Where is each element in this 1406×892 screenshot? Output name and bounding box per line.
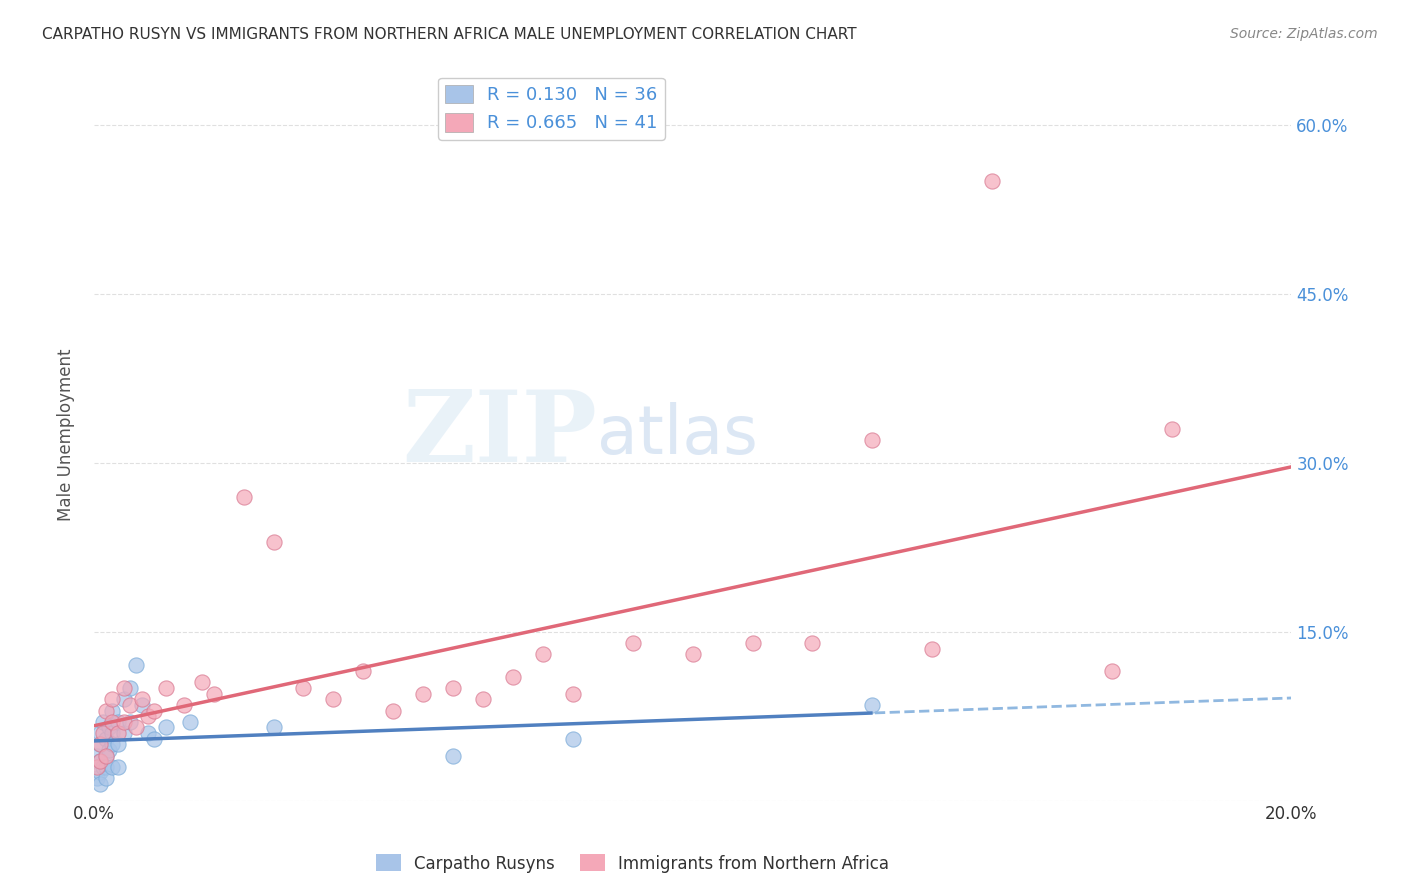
Point	[682, 647, 704, 661]
Point	[232, 490, 254, 504]
Point	[131, 692, 153, 706]
Point	[1160, 422, 1182, 436]
Point	[86, 771, 108, 785]
Point	[263, 720, 285, 734]
Point	[101, 704, 124, 718]
Text: ZIP: ZIP	[402, 386, 598, 483]
Point	[89, 737, 111, 751]
Point	[118, 681, 141, 695]
Point	[91, 714, 114, 729]
Point	[89, 726, 111, 740]
Point	[112, 681, 135, 695]
Point	[412, 687, 434, 701]
Point	[502, 670, 524, 684]
Point	[107, 714, 129, 729]
Point	[97, 720, 120, 734]
Point	[107, 726, 129, 740]
Point	[155, 720, 177, 734]
Point	[89, 737, 111, 751]
Point	[142, 704, 165, 718]
Point	[94, 731, 117, 746]
Point	[441, 681, 464, 695]
Point	[86, 748, 108, 763]
Point	[112, 714, 135, 729]
Point	[561, 731, 583, 746]
Point	[89, 754, 111, 768]
Point	[94, 760, 117, 774]
Point	[136, 726, 159, 740]
Point	[179, 714, 201, 729]
Point	[860, 433, 883, 447]
Point	[981, 174, 1004, 188]
Point	[1101, 664, 1123, 678]
Point	[292, 681, 315, 695]
Point	[97, 743, 120, 757]
Legend: R = 0.130   N = 36, R = 0.665   N = 41: R = 0.130 N = 36, R = 0.665 N = 41	[439, 78, 665, 140]
Point	[118, 698, 141, 712]
Text: atlas: atlas	[598, 401, 758, 467]
Point	[101, 737, 124, 751]
Point	[263, 534, 285, 549]
Point	[91, 760, 114, 774]
Point	[101, 726, 124, 740]
Point	[94, 748, 117, 763]
Point	[352, 664, 374, 678]
Legend: Carpatho Rusyns, Immigrants from Northern Africa: Carpatho Rusyns, Immigrants from Norther…	[370, 847, 896, 880]
Y-axis label: Male Unemployment: Male Unemployment	[58, 348, 75, 521]
Point	[94, 704, 117, 718]
Point	[142, 731, 165, 746]
Point	[382, 704, 405, 718]
Point	[921, 641, 943, 656]
Point	[125, 658, 148, 673]
Point	[441, 748, 464, 763]
Point	[125, 720, 148, 734]
Point	[86, 760, 108, 774]
Point	[89, 754, 111, 768]
Point	[741, 636, 763, 650]
Point	[322, 692, 344, 706]
Point	[89, 765, 111, 780]
Point	[91, 726, 114, 740]
Point	[531, 647, 554, 661]
Point	[173, 698, 195, 712]
Point	[118, 714, 141, 729]
Point	[561, 687, 583, 701]
Point	[94, 771, 117, 785]
Point	[202, 687, 225, 701]
Point	[101, 760, 124, 774]
Point	[190, 675, 212, 690]
Point	[472, 692, 495, 706]
Point	[107, 760, 129, 774]
Point	[101, 714, 124, 729]
Text: CARPATHO RUSYN VS IMMIGRANTS FROM NORTHERN AFRICA MALE UNEMPLOYMENT CORRELATION : CARPATHO RUSYN VS IMMIGRANTS FROM NORTHE…	[42, 27, 856, 42]
Point	[155, 681, 177, 695]
Point	[112, 726, 135, 740]
Point	[94, 748, 117, 763]
Point	[101, 692, 124, 706]
Point	[112, 692, 135, 706]
Point	[131, 698, 153, 712]
Point	[801, 636, 824, 650]
Point	[860, 698, 883, 712]
Text: Source: ZipAtlas.com: Source: ZipAtlas.com	[1230, 27, 1378, 41]
Point	[621, 636, 644, 650]
Point	[136, 709, 159, 723]
Point	[107, 737, 129, 751]
Point	[89, 777, 111, 791]
